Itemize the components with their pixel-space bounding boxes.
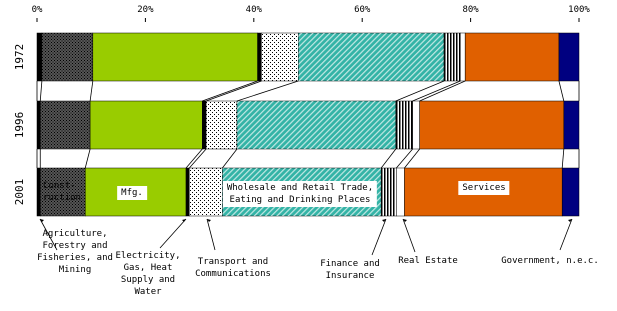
segment-label: Const- ruction — [43, 181, 81, 203]
connector — [89, 80, 94, 102]
callout-arrow — [382, 219, 386, 222]
bar-pattern — [189, 168, 223, 216]
connector — [205, 80, 262, 102]
bar-segment — [563, 100, 580, 150]
callout-line — [39, 218, 58, 251]
y-tick-label: 1972 — [13, 44, 26, 71]
connector — [404, 148, 420, 169]
bar-pattern — [395, 101, 413, 149]
x-tick-label: 100% — [568, 5, 590, 15]
bar-segment — [419, 100, 565, 150]
bar-segment — [412, 100, 420, 150]
bar-segment — [92, 32, 258, 82]
callout-label: Agriculture, Forestry and Fisheries, and… — [37, 229, 113, 275]
callout-label: Government, n.e.c. — [501, 256, 599, 266]
bar-pattern — [41, 33, 93, 81]
connector — [558, 80, 565, 102]
bar-pattern — [381, 168, 397, 216]
bar-segment — [36, 100, 41, 150]
callout-label: Electricity, Gas, Heat Supply and Water — [115, 251, 181, 297]
callout-arrow — [568, 219, 572, 222]
callout-arrow — [182, 219, 186, 222]
bar-segment — [202, 100, 207, 150]
callout-arrow — [207, 219, 211, 222]
x-tick-label: 60% — [354, 5, 371, 15]
connector — [222, 148, 238, 169]
x-tick-label: 20% — [137, 5, 154, 15]
y-tick-label: 2001 — [13, 179, 26, 206]
bar-segment — [36, 32, 43, 82]
connector — [395, 80, 445, 102]
callout-label: Transport and Communications — [195, 257, 271, 279]
connector — [396, 148, 413, 169]
bar-segment — [257, 32, 262, 82]
segment-label: Wholesale and Retail Trade, Eating and D… — [222, 181, 378, 207]
bar-pattern — [40, 168, 86, 216]
bar-pattern — [206, 101, 237, 149]
bar-segment — [460, 32, 466, 82]
callout-label: Finance and Insurance — [320, 259, 380, 281]
connector — [39, 80, 43, 102]
segment-label: Mfg. — [117, 186, 147, 200]
segment-label: Services — [458, 181, 510, 195]
bar-segment — [185, 167, 190, 217]
bar-segment — [464, 32, 560, 82]
connector — [412, 80, 461, 102]
connector — [561, 148, 565, 169]
bar-pattern — [261, 33, 299, 81]
bar-segment — [558, 32, 580, 82]
callout-line — [402, 218, 416, 253]
x-tick-label: 80% — [462, 5, 479, 15]
callout-line — [206, 218, 216, 251]
connector — [189, 148, 207, 169]
bar-segment — [89, 100, 203, 150]
connector — [202, 80, 258, 102]
bar-pattern — [444, 33, 461, 81]
callout-line — [159, 218, 187, 249]
bar-pattern — [298, 33, 445, 81]
callout-arrow — [40, 219, 44, 222]
bar-segment — [561, 167, 580, 217]
bar-segment — [396, 167, 405, 217]
callout-label: Real Estate — [398, 256, 458, 266]
callout-line — [371, 218, 387, 256]
connector — [84, 148, 91, 169]
connector — [380, 148, 397, 169]
bar-pattern — [40, 101, 91, 149]
x-tick-label: 0% — [32, 5, 43, 15]
callout-arrow — [403, 219, 407, 222]
bar-pattern — [236, 101, 396, 149]
y-tick-label: 1996 — [13, 112, 26, 139]
connector — [185, 148, 203, 169]
callout-line — [559, 218, 573, 251]
connector — [236, 80, 299, 102]
connector — [419, 80, 466, 102]
x-tick-label: 40% — [246, 5, 263, 15]
bar-segment — [36, 167, 41, 217]
